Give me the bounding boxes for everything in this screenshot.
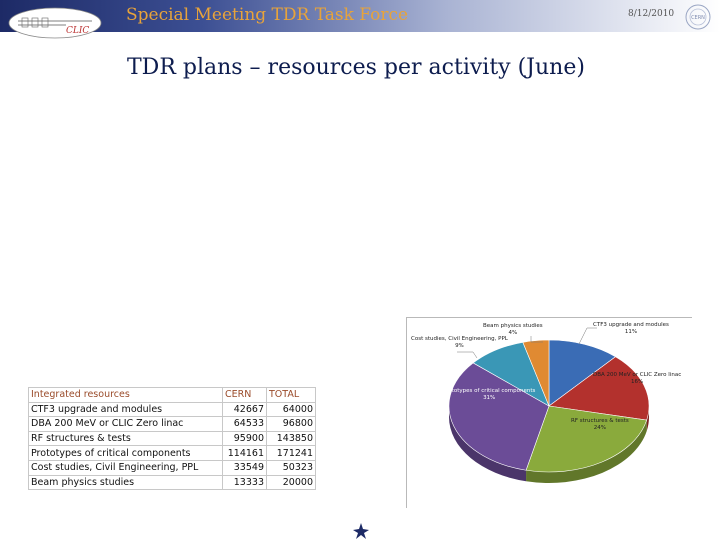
- pie-label-text: DBA 200 MeV or CLIC Zero linac: [593, 372, 682, 378]
- row-cern: 114161: [222, 445, 267, 461]
- pie-slice: [448, 362, 550, 471]
- row-name: Prototypes of critical components: [28, 445, 223, 461]
- footer-star-icon: [353, 523, 369, 539]
- row-total: 143850: [266, 430, 316, 447]
- row-cern: 95900: [222, 430, 267, 447]
- pie-label-value: 11%: [624, 329, 638, 335]
- pie-slice-side: [449, 406, 527, 482]
- table-row: Beam physics studies 13333 20000: [28, 474, 316, 491]
- table-row: Prototypes of critical components 114161…: [28, 445, 316, 461]
- header-total: TOTAL: [266, 387, 316, 403]
- resources-table: Integrated resources CERN TOTAL CTF3 upg…: [28, 387, 316, 491]
- pie-slice: [548, 356, 650, 421]
- row-cern: 64533: [222, 416, 267, 432]
- pie-label-value: 4%: [508, 330, 518, 336]
- pie-label-dba: DBA 200 MeV or CLIC Zero linac 16%: [593, 372, 681, 386]
- cern-logo: CERN: [685, 4, 711, 30]
- row-total: 171241: [266, 445, 316, 461]
- pie-label-text: RF structures & tests: [571, 418, 629, 424]
- row-total: 20000: [266, 474, 316, 491]
- table-header-row: Integrated resources CERN TOTAL: [28, 387, 316, 403]
- pie-leader-line: [457, 351, 478, 359]
- header-date: 8/12/2010: [628, 9, 675, 19]
- pie-slice: [525, 405, 648, 473]
- pie-label-value: 31%: [483, 395, 496, 401]
- pie-label-rf: RF structures & tests 24%: [571, 418, 629, 432]
- pie-label-text: Cost studies, Civil Engineering, PPL: [411, 336, 508, 342]
- clic-logo: CLIC: [8, 7, 102, 39]
- pie-label-ctf3: CTF3 upgrade and modules 11%: [593, 322, 669, 336]
- row-name: CTF3 upgrade and modules: [28, 401, 223, 418]
- row-total: 64000: [266, 401, 316, 418]
- pie-label-value: 16%: [631, 379, 644, 385]
- pie-label-text: Beam physics studies: [483, 323, 543, 329]
- header-integrated-resources: Integrated resources: [28, 387, 223, 403]
- pie-label-value: 9%: [455, 343, 464, 349]
- pie-slice-side: [646, 406, 649, 432]
- row-cern: 33549: [222, 459, 267, 476]
- row-total: 50323: [266, 459, 316, 476]
- cern-logo-text: CERN: [691, 15, 705, 21]
- table-row: Cost studies, Civil Engineering, PPL 335…: [28, 459, 316, 476]
- pie-label-beam-physics: Beam physics studies 4%: [483, 323, 543, 337]
- pie-label-prototypes: Prototypes of critical components 31%: [443, 388, 535, 402]
- slide-title: TDR plans – resources per activity (June…: [127, 55, 585, 80]
- table-row: CTF3 upgrade and modules 42667 64000: [28, 401, 316, 418]
- row-cern: 13333: [222, 474, 267, 491]
- pie-label-value: 24%: [593, 425, 606, 431]
- pie-chart: [448, 327, 650, 483]
- header-bar: [0, 0, 720, 32]
- header-cern: CERN: [222, 387, 267, 403]
- pie-leader-line: [530, 336, 543, 343]
- header-title: Special Meeting TDR Task Force: [126, 5, 409, 25]
- pie-label-text: Prototypes of critical components: [443, 388, 536, 394]
- row-name: Beam physics studies: [28, 474, 223, 491]
- row-name: DBA 200 MeV or CLIC Zero linac: [28, 416, 223, 432]
- row-name: RF structures & tests: [28, 430, 223, 447]
- pie-leader-line: [578, 327, 597, 345]
- pie-slice-side: [526, 420, 647, 483]
- table-row: RF structures & tests 95900 143850: [28, 430, 316, 447]
- row-cern: 42667: [222, 401, 267, 418]
- pie-slice: [548, 339, 617, 407]
- pie-label-cost-studies: Cost studies, Civil Engineering, PPL 9%: [411, 336, 508, 350]
- row-total: 96800: [266, 416, 316, 432]
- pie-slice: [522, 339, 550, 407]
- row-name: Cost studies, Civil Engineering, PPL: [28, 459, 223, 476]
- clic-logo-text: CLIC: [66, 26, 89, 36]
- table-row: DBA 200 MeV or CLIC Zero linac 64533 968…: [28, 416, 316, 432]
- pie-chart-frame: Beam physics studies 4% CTF3 upgrade and…: [406, 317, 692, 508]
- pie-label-text: CTF3 upgrade and modules: [593, 322, 669, 328]
